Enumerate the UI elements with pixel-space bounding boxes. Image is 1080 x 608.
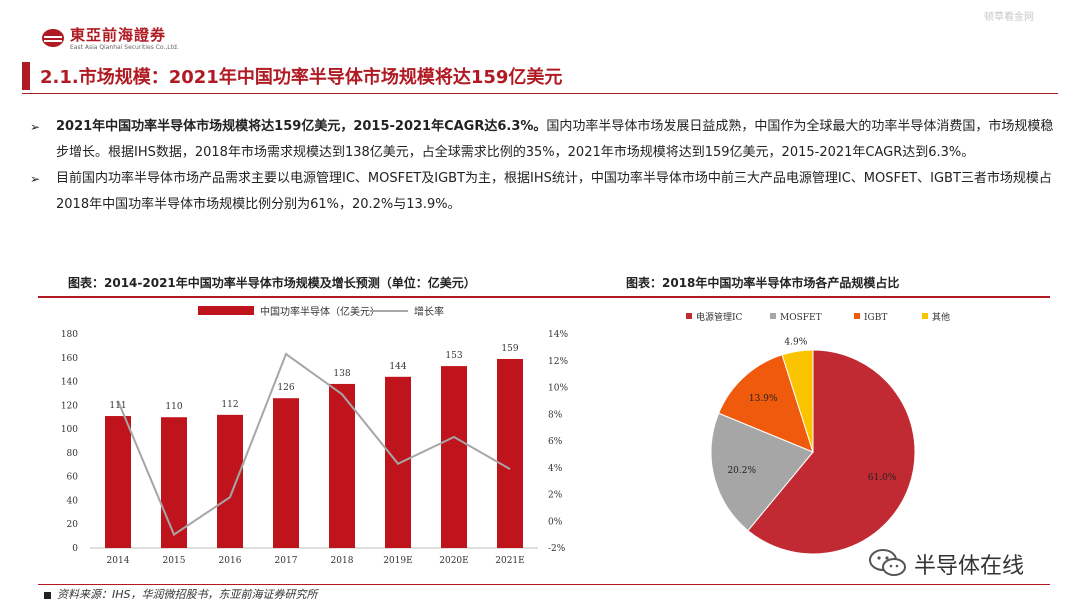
x-axis-tick-label: 2017 bbox=[275, 556, 298, 566]
y2-axis-tick-label: -2% bbox=[548, 544, 566, 554]
bullet-list: ➢ 2021年中国功率半导体市场规模将达159亿美元，2015-2021年CAG… bbox=[30, 114, 1055, 218]
pie-legend-swatch bbox=[770, 313, 776, 319]
title-divider bbox=[22, 93, 1058, 94]
y-axis-tick-label: 40 bbox=[67, 496, 79, 506]
company-logo: 東亞前海證券 East Asia Qianhai Securities Co.,… bbox=[40, 24, 180, 54]
pie-slice-label: 61.0% bbox=[868, 473, 897, 483]
bullet-1-bold: 2021年中国功率半导体市场规模将达159亿美元，2015-2021年CAGR达… bbox=[56, 119, 547, 134]
y2-axis-tick-label: 0% bbox=[548, 517, 563, 527]
page-title: 2.1.市场规模：2021年中国功率半导体市场规模将达159亿美元 bbox=[40, 67, 563, 88]
pie-slice-2 bbox=[710, 412, 814, 532]
source-note: 资料来源：IHS，华润微招股书，东亚前海证券研究所 bbox=[44, 586, 318, 602]
y2-axis-tick-label: 8% bbox=[548, 410, 563, 420]
x-axis-tick-label: 2020E bbox=[439, 556, 468, 566]
y-axis-tick-label: 60 bbox=[67, 473, 79, 483]
source-text: 资料来源：IHS，华润微招股书，东亚前海证券研究所 bbox=[57, 588, 318, 601]
bar-value-label: 110 bbox=[165, 402, 182, 412]
y2-axis-tick-label: 4% bbox=[548, 464, 563, 474]
pie-chart-title: 图表：2018年中国功率半导体市场各产品规模占比 bbox=[626, 276, 900, 290]
pie-legend-label: 电源管理IC bbox=[696, 311, 743, 323]
bar-value-label: 112 bbox=[221, 400, 238, 410]
legend-label-bar: 中国功率半导体（亿美元） bbox=[260, 305, 380, 318]
arrow-bullet-icon: ➢ bbox=[30, 172, 41, 186]
pie-legend-label: 其他 bbox=[932, 311, 950, 323]
y-axis-tick-label: 100 bbox=[61, 425, 78, 435]
pie-legend-label: IGBT bbox=[864, 313, 887, 323]
bar-value-label: 138 bbox=[333, 369, 350, 379]
title-bar: 2.1.市场规模：2021年中国功率半导体市场规模将达159亿美元 bbox=[22, 62, 1058, 90]
y2-axis-tick-label: 14% bbox=[548, 330, 568, 340]
y2-axis-tick-label: 12% bbox=[548, 357, 568, 367]
x-axis-tick-label: 2015 bbox=[163, 556, 186, 566]
bar-value-label: 144 bbox=[389, 362, 406, 372]
y-axis-tick-label: 180 bbox=[61, 330, 78, 340]
pie-legend-swatch bbox=[922, 313, 928, 319]
x-axis-tick-label: 2014 bbox=[107, 556, 130, 566]
bar-2018 bbox=[329, 383, 355, 548]
pie-chart: 电源管理IC MOSFET IGBT 其他 61.0% 20.2% 13.9% 4.9% bbox=[686, 311, 950, 555]
bar-2021E bbox=[497, 358, 523, 548]
wechat-icon bbox=[869, 549, 906, 576]
bar-value-label: 159 bbox=[501, 344, 518, 354]
bar-chart-title: 图表：2014-2021年中国功率半导体市场规模及增长预测（单位：亿美元） bbox=[68, 276, 476, 290]
y-axis-tick-label: 140 bbox=[61, 378, 78, 388]
pie-slice-1 bbox=[747, 349, 916, 555]
arrow-bullet-icon: ➢ bbox=[30, 120, 41, 134]
bar-2016 bbox=[217, 414, 243, 548]
legend-label-line: 增长率 bbox=[414, 305, 444, 318]
logo-text-en: East Asia Qianhai Securities Co.,Ltd. bbox=[70, 44, 179, 51]
y-axis-tick-label: 120 bbox=[61, 401, 78, 411]
growth-rate-line bbox=[117, 352, 511, 537]
pie-slice-label: 13.9% bbox=[749, 394, 778, 404]
chart-header-divider bbox=[38, 296, 1050, 298]
x-axis-tick-label: 2021E bbox=[495, 556, 524, 566]
square-bullet-icon bbox=[44, 591, 51, 599]
title-accent bbox=[22, 62, 30, 90]
y-axis-tick-label: 0 bbox=[72, 544, 78, 554]
bullet-item-2: ➢ 目前国内功率半导体市场产品需求主要以电源管理IC、MOSFET及IGBT为主… bbox=[30, 166, 1055, 218]
y2-axis-tick-label: 10% bbox=[548, 384, 568, 394]
y-axis-tick-label: 160 bbox=[61, 354, 78, 364]
bar-2017 bbox=[273, 398, 299, 548]
wechat-account-name: 半导体在线 bbox=[914, 554, 1025, 579]
y2-axis-tick-label: 2% bbox=[548, 491, 563, 501]
x-axis-tick-label: 2018 bbox=[331, 556, 354, 566]
bar-2020E bbox=[441, 366, 467, 548]
x-axis-tick-label: 2019E bbox=[383, 556, 412, 566]
pie-legend-swatch bbox=[686, 313, 692, 319]
legend-swatch-bar bbox=[198, 306, 254, 315]
pie-legend-label: MOSFET bbox=[780, 313, 822, 323]
pie-slice-4 bbox=[781, 349, 814, 453]
wechat-watermark: 半导体在线 bbox=[868, 546, 1058, 582]
bullet-2-text: 目前国内功率半导体市场产品需求主要以电源管理IC、MOSFET及IGBT为主，根… bbox=[56, 171, 1052, 212]
source-divider bbox=[38, 584, 1050, 585]
y2-axis-tick-label: 6% bbox=[548, 437, 563, 447]
x-axis-tick-label: 2016 bbox=[219, 556, 242, 566]
bar-2015 bbox=[161, 417, 187, 548]
bullet-1-text: 国内功率半导体市场发展日益成熟，中国作为全球最大的功率半导体消费国，市场规模稳步… bbox=[56, 119, 1054, 160]
bar-value-label: 111 bbox=[109, 401, 126, 411]
bar-line-chart: 中国功率半导体（亿美元） 增长率 0 20 40 60 80 100 120 140 160 180 -… bbox=[61, 305, 569, 566]
pie-slice-label: 4.9% bbox=[784, 337, 807, 347]
bar-value-label: 153 bbox=[445, 351, 462, 361]
watermark-text: 顿草看金网 bbox=[984, 12, 1034, 23]
bar-value-label: 126 bbox=[277, 383, 294, 393]
bullet-item-1: ➢ 2021年中国功率半导体市场规模将达159亿美元，2015-2021年CAG… bbox=[30, 114, 1055, 166]
pie-legend-swatch bbox=[854, 313, 860, 319]
logo-text-cn: 東亞前海證券 bbox=[70, 26, 167, 44]
y-axis-tick-label: 20 bbox=[67, 520, 79, 530]
bar-2014 bbox=[105, 416, 131, 548]
logo-mark-icon bbox=[42, 29, 64, 47]
y-axis-tick-label: 80 bbox=[67, 449, 79, 459]
pie-slice-label: 20.2% bbox=[727, 466, 756, 476]
